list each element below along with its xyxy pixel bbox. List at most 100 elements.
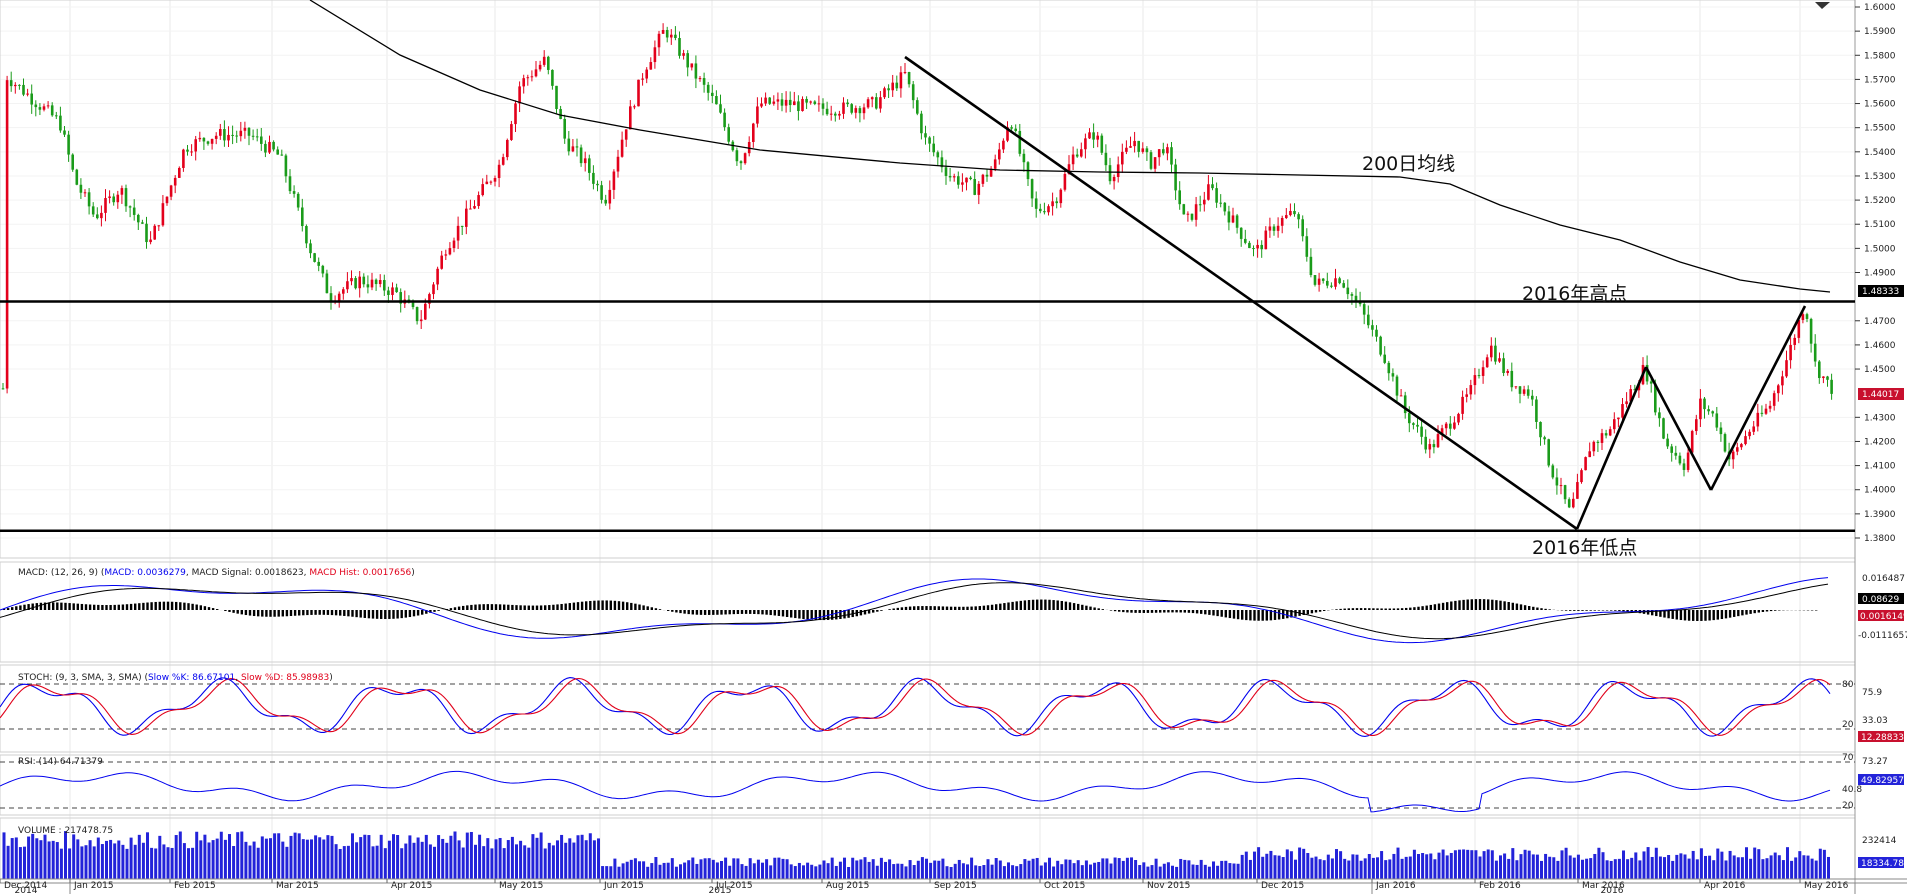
ma200-line bbox=[309, 0, 1831, 293]
volume-bar bbox=[1724, 860, 1728, 879]
candle-body bbox=[206, 141, 210, 144]
macd-hist-bar bbox=[925, 606, 928, 610]
candle-body bbox=[1514, 386, 1518, 388]
macd-hist-bar bbox=[1651, 610, 1654, 616]
candle-body bbox=[1, 388, 5, 390]
macd-hist-bar bbox=[531, 605, 535, 610]
candle-body bbox=[1629, 389, 1632, 402]
volume-bar bbox=[1212, 861, 1215, 879]
macd-hist-bar bbox=[1277, 610, 1281, 620]
candle-body bbox=[1309, 256, 1313, 276]
volume-bar bbox=[322, 839, 326, 879]
volume-bar bbox=[199, 840, 203, 879]
volume-bar bbox=[625, 861, 629, 879]
candle-body bbox=[1338, 278, 1341, 284]
volume-bar bbox=[515, 844, 518, 879]
candle-body bbox=[112, 196, 115, 203]
volume-bar bbox=[1773, 852, 1777, 879]
candle-body bbox=[1510, 370, 1514, 388]
volume-bar bbox=[592, 840, 596, 879]
volume-bar bbox=[998, 860, 1002, 879]
candle-body bbox=[772, 101, 776, 104]
volume-bar bbox=[1818, 848, 1822, 879]
candle-body bbox=[141, 222, 144, 224]
candle-body bbox=[1654, 383, 1657, 413]
macd-hist-bar bbox=[712, 610, 715, 615]
volume-bar bbox=[638, 861, 641, 879]
candle-body bbox=[132, 207, 136, 215]
trend-line-1 bbox=[1575, 366, 1648, 530]
macd-hist-bar bbox=[1142, 610, 1145, 613]
candle-body bbox=[280, 154, 284, 156]
volume-bar bbox=[109, 839, 113, 879]
candle-body bbox=[1219, 202, 1222, 204]
candle-body bbox=[1108, 165, 1112, 182]
ma-price-badge: 1.48333 bbox=[1858, 285, 1904, 297]
volume-bar bbox=[908, 860, 912, 879]
candle-body bbox=[1088, 132, 1091, 139]
volume-bar bbox=[1658, 856, 1662, 879]
macd-hist-bar bbox=[777, 610, 781, 616]
volume-bar bbox=[802, 865, 805, 879]
price-tick-label: 1.4600 bbox=[1864, 341, 1896, 351]
volume-bar bbox=[1376, 857, 1379, 879]
candle-body bbox=[715, 96, 718, 105]
trend-line-3 bbox=[1709, 305, 1807, 491]
candle-body bbox=[276, 149, 279, 155]
candle-body bbox=[555, 85, 558, 110]
macd-hist-bar bbox=[1101, 609, 1104, 610]
macd-hist-bar bbox=[289, 610, 293, 617]
macd-hist-bar bbox=[769, 610, 772, 616]
macd-hist-bar bbox=[1733, 610, 1736, 617]
candle-body bbox=[387, 290, 390, 295]
macd-hist-bar bbox=[601, 600, 604, 610]
volume-bar bbox=[978, 866, 982, 879]
volume-bar bbox=[1343, 858, 1347, 879]
month-label: Apr 2016 bbox=[1704, 881, 1746, 891]
volume-bar bbox=[96, 837, 100, 879]
macd-hist-bar bbox=[1728, 610, 1732, 618]
volume-bar bbox=[494, 839, 498, 879]
candle-body bbox=[629, 106, 632, 130]
macd-hist-bar bbox=[1585, 610, 1588, 611]
candle-body bbox=[354, 278, 357, 289]
macd-hist-bar bbox=[1454, 600, 1457, 610]
macd-hist-bar bbox=[880, 610, 883, 611]
candle-body bbox=[846, 102, 849, 105]
candle-body bbox=[1703, 398, 1706, 410]
month-label: Mar 2015 bbox=[276, 881, 319, 891]
volume-bar bbox=[966, 864, 969, 879]
candle-body bbox=[358, 276, 361, 289]
macd-hist-bar bbox=[1491, 599, 1494, 610]
volume-bar bbox=[1355, 854, 1359, 879]
volume-bar bbox=[1109, 863, 1113, 879]
macd-hist-bar bbox=[519, 605, 522, 610]
macd-hist-bar bbox=[285, 610, 289, 617]
candle-body bbox=[1707, 409, 1710, 412]
candle-body bbox=[793, 101, 796, 106]
price-tick-label: 1.5400 bbox=[1864, 148, 1896, 158]
macd-hist-bar bbox=[1409, 607, 1412, 610]
candle-body bbox=[1506, 370, 1509, 374]
candle-body bbox=[1588, 451, 1591, 458]
candle-body bbox=[817, 103, 821, 105]
macd-hist-bar bbox=[716, 610, 719, 615]
macd-hist-bar bbox=[589, 600, 592, 610]
volume-bar bbox=[1814, 860, 1818, 879]
candle-body bbox=[780, 99, 784, 106]
volume-bar bbox=[420, 841, 424, 879]
candle-body bbox=[1227, 211, 1231, 223]
macd-hist-bar bbox=[429, 610, 432, 613]
candle-body bbox=[1367, 314, 1370, 326]
volume-bar bbox=[170, 847, 174, 879]
volume-bar bbox=[1248, 859, 1252, 879]
collapse-arrow-icon[interactable] bbox=[1815, 2, 1830, 9]
volume-bar bbox=[687, 860, 691, 879]
volume-bar bbox=[576, 835, 580, 879]
candle-body bbox=[1424, 436, 1427, 450]
macd-hist-bar bbox=[142, 602, 145, 610]
macd-hist-bar bbox=[1692, 610, 1695, 621]
macd-hist-bar bbox=[708, 610, 711, 615]
macd-hist-bar bbox=[572, 602, 576, 610]
macd-hist-bar bbox=[1351, 608, 1355, 610]
